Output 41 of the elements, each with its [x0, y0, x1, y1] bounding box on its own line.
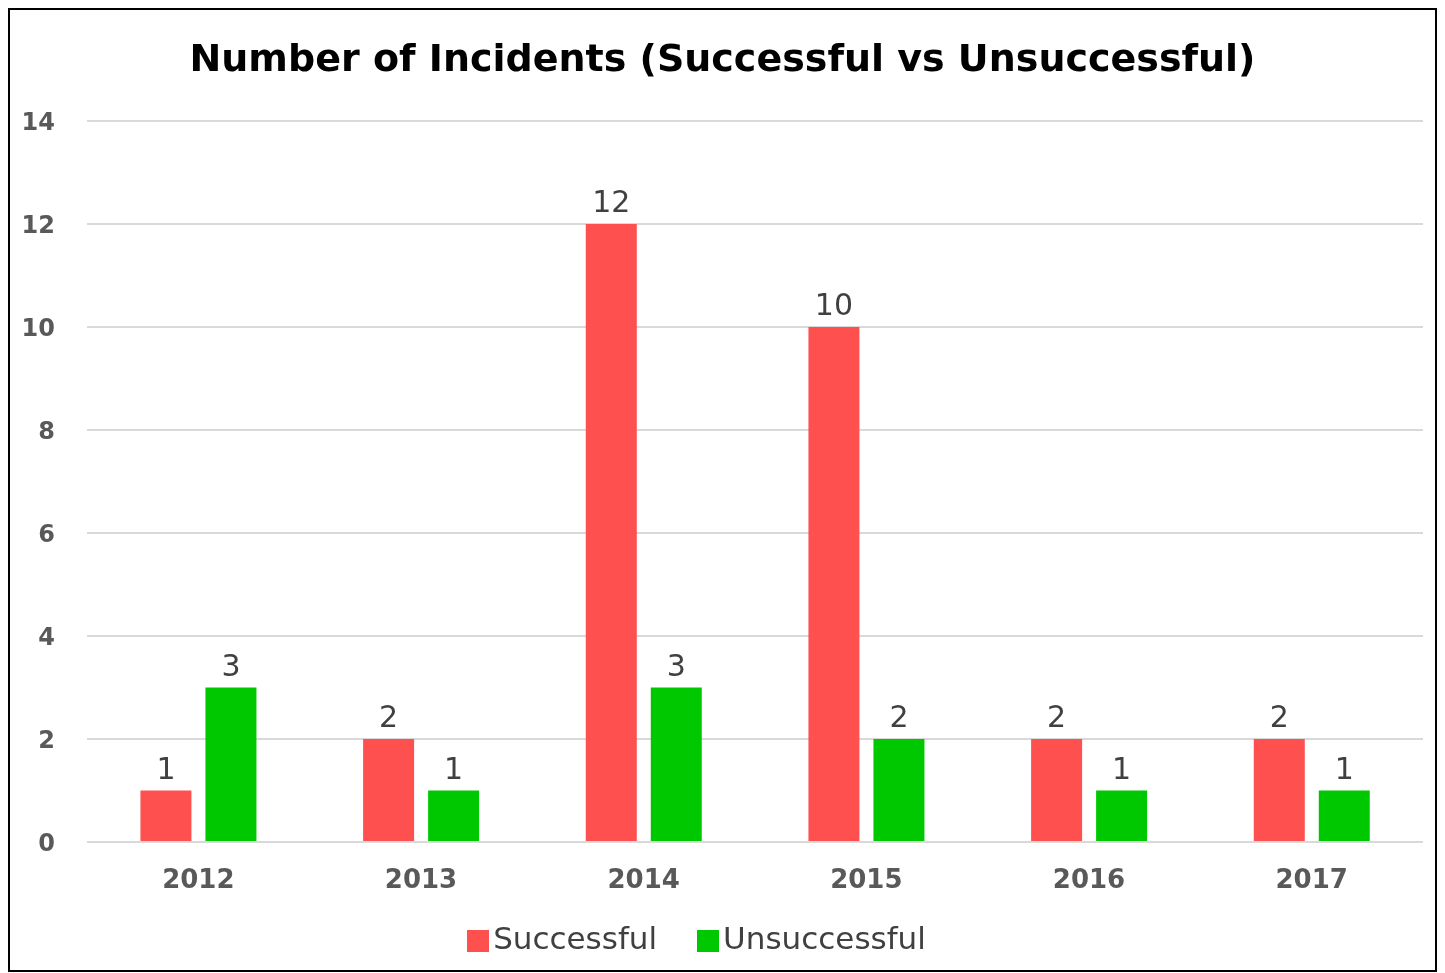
- data-label: 1: [1112, 750, 1132, 786]
- y-tick-label: 14: [21, 107, 55, 136]
- x-tick-label: 2014: [607, 864, 680, 895]
- bar: [585, 224, 637, 842]
- x-tick-label: 2013: [384, 864, 458, 895]
- data-label: 1: [156, 750, 176, 786]
- y-tick-label: 6: [38, 519, 55, 548]
- x-tick-label: 2017: [1275, 864, 1348, 895]
- bar: [808, 327, 860, 842]
- y-tick-label: 4: [38, 622, 55, 651]
- bar: [363, 739, 415, 842]
- data-label: 1: [444, 750, 464, 786]
- bar: [1031, 739, 1083, 842]
- y-tick-label: 8: [38, 416, 55, 445]
- bar: [140, 790, 192, 842]
- y-tick-label: 0: [38, 828, 55, 857]
- bar: [1318, 790, 1370, 842]
- y-tick-label: 2: [38, 725, 55, 754]
- data-label: 12: [592, 184, 631, 219]
- y-tick-label: 10: [21, 313, 55, 342]
- bar: [428, 790, 480, 842]
- legend-label: Unsuccessful: [723, 920, 926, 956]
- data-label: 1: [1334, 750, 1354, 786]
- data-label: 2: [1269, 699, 1289, 734]
- data-label: 2: [889, 699, 909, 734]
- chart-title: Number of Incidents (Successful vs Unsuccessful): [188, 36, 1257, 80]
- data-label: 2: [379, 699, 399, 734]
- data-label: 10: [814, 287, 854, 322]
- bar: [1253, 739, 1305, 842]
- x-tick-label: 2016: [1052, 864, 1126, 895]
- data-label: 3: [666, 647, 686, 683]
- legend-label: Successful: [493, 920, 658, 956]
- x-tick-label: 2012: [162, 864, 235, 895]
- bar: [650, 687, 702, 842]
- bar: [1096, 790, 1148, 842]
- bar: [205, 687, 257, 842]
- y-tick-label: 12: [21, 210, 55, 239]
- data-label: 2: [1047, 699, 1067, 734]
- x-tick-label: 2015: [830, 864, 903, 895]
- bar: [873, 739, 925, 842]
- data-label: 3: [221, 647, 241, 683]
